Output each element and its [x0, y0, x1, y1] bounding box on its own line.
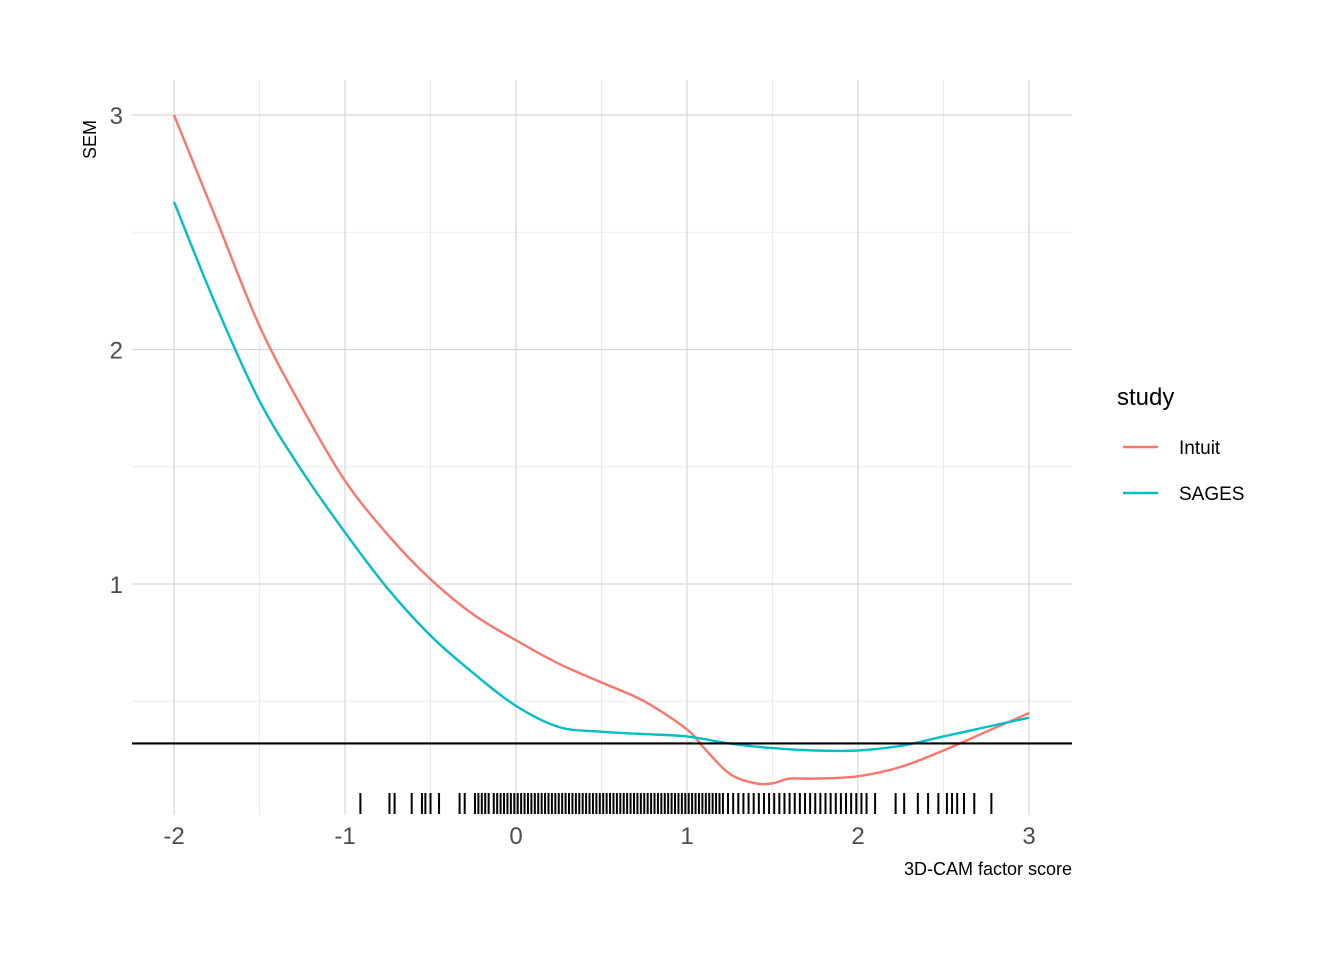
y-tick-labels: 1 2 3 — [110, 103, 123, 599]
y-axis-title: SEM — [80, 120, 100, 159]
y-tick-label: 2 — [110, 338, 123, 365]
legend-label: Intuit — [1179, 438, 1221, 459]
gridlines — [132, 80, 1072, 815]
x-axis-title: 3D-CAM factor score — [904, 859, 1072, 879]
legend-label: SAGES — [1179, 484, 1244, 505]
x-tick-label: 3 — [1022, 823, 1035, 850]
y-tick-label: 3 — [110, 103, 123, 130]
rug-marks — [359, 793, 993, 814]
legend-item-sages: SAGES — [1123, 484, 1244, 505]
series-line-intuit — [172, 114, 1030, 786]
x-tick-label: 2 — [851, 823, 864, 850]
x-tick-label: -1 — [334, 823, 355, 850]
x-tick-label: 1 — [680, 823, 693, 850]
series-lines — [172, 114, 1030, 786]
x-tick-labels: -2 -1 0 1 2 3 — [163, 823, 1035, 850]
y-tick-label: 1 — [110, 572, 123, 599]
legend-title: study — [1117, 384, 1174, 411]
series-line-sages — [172, 201, 1030, 753]
legend: study Intuit SAGES — [1117, 384, 1244, 505]
x-tick-label: -2 — [163, 823, 184, 850]
x-tick-label: 0 — [509, 823, 522, 850]
legend-item-intuit: Intuit — [1123, 438, 1221, 459]
